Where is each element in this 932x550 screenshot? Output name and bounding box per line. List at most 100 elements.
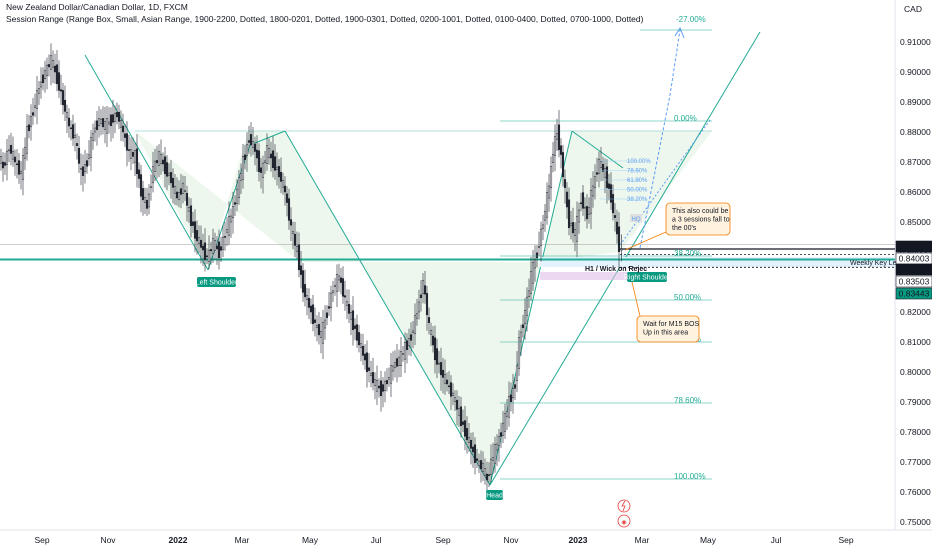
- head-label: Head: [486, 493, 503, 500]
- candle-body: [277, 166, 281, 178]
- candle-body: [533, 259, 537, 269]
- candle-body: [551, 154, 555, 163]
- price-tick: 0.87000: [900, 157, 931, 167]
- candle-body: [165, 162, 169, 177]
- candle-body: [303, 284, 307, 298]
- candle-body: [27, 124, 31, 132]
- candle-body: [601, 163, 605, 172]
- candle-body: [397, 356, 401, 366]
- price-tick: 0.78000: [900, 427, 931, 437]
- candle-body: [265, 145, 269, 164]
- candle-body: [177, 192, 181, 201]
- time-axis[interactable]: Sep Nov 2022 Mar May Jul Sep Nov 2023 Mar May Jul Se…: [34, 535, 853, 545]
- candle-body: [615, 221, 619, 235]
- candle-body: [369, 372, 373, 376]
- note-m15-bos-line: Wait for M15 BOS: [643, 321, 699, 328]
- candle-body: [587, 207, 591, 215]
- candle-body: [399, 351, 403, 366]
- candle-body: [599, 161, 603, 168]
- candle-body: [129, 149, 133, 159]
- candle-body: [55, 64, 59, 85]
- candle-body: [543, 211, 547, 221]
- pattern-leg: [249, 130, 286, 146]
- candle-body: [581, 192, 585, 209]
- price-tick: 0.86000: [900, 187, 931, 197]
- price-tick: 0.90000: [900, 67, 931, 77]
- candle-body: [487, 474, 491, 476]
- mini-fib-label: 78.60%: [627, 169, 648, 175]
- candle-body: [349, 311, 353, 320]
- candle-body: [137, 169, 141, 179]
- candle-body: [105, 117, 109, 134]
- candle-body: [293, 233, 297, 246]
- candle-body: [411, 330, 415, 333]
- note-pointer: [631, 281, 641, 317]
- candle-body: [175, 191, 179, 199]
- candle-body: [523, 310, 527, 325]
- candle-body: [57, 72, 61, 91]
- candle-body: [567, 199, 571, 229]
- candle-body: [281, 179, 285, 188]
- candle-body: [115, 112, 119, 118]
- candle-body: [33, 105, 37, 108]
- candle-body: [391, 365, 395, 372]
- candle-body: [117, 111, 121, 122]
- candle-body: [297, 244, 301, 271]
- mini-fib-label: 61.80%: [627, 178, 648, 184]
- candle-body: [125, 133, 129, 151]
- price-tick: 0.82000: [900, 307, 931, 317]
- candle-body: [329, 292, 333, 308]
- candle-body: [335, 273, 339, 292]
- price-label: 0.83443: [899, 289, 930, 299]
- candle-body: [535, 252, 539, 259]
- candle-body: [41, 74, 45, 84]
- fib-retracement: 0.00% 38.20% 50.00% 61.80% 78.60% 100.00% -27.…: [500, 15, 712, 481]
- candle-body: [383, 380, 387, 391]
- candle-body: [199, 239, 203, 248]
- candle-body: [515, 365, 519, 381]
- candle-body: [85, 160, 89, 167]
- candle-body: [387, 377, 391, 380]
- candle-body: [563, 179, 567, 188]
- candle-body: [39, 81, 43, 88]
- candle-body: [379, 380, 383, 397]
- candle-body: [445, 379, 449, 385]
- mini-fib-label: 100.00%: [627, 159, 651, 165]
- candle-body: [75, 143, 79, 146]
- candle-body: [351, 310, 355, 331]
- candle-body: [347, 303, 351, 314]
- candle-body: [263, 160, 267, 163]
- projection-line: [619, 119, 711, 246]
- candle-body: [135, 148, 139, 175]
- candle-body: [111, 114, 115, 123]
- candle-body: [541, 224, 545, 229]
- candle-body: [393, 362, 397, 369]
- note-m15-bos-box: [636, 315, 700, 343]
- price-label-bg: [895, 287, 932, 300]
- candle-body: [195, 230, 199, 242]
- candle-body: [549, 166, 553, 189]
- lightning-glyph: [621, 500, 626, 512]
- candle-body: [553, 136, 557, 156]
- candle-body: [483, 467, 487, 476]
- candle-body: [355, 324, 359, 341]
- pattern-layer: [0, 26, 895, 486]
- candle-body: [271, 150, 275, 169]
- candle-body: [441, 369, 445, 378]
- fib-label: 78.60%: [674, 396, 701, 405]
- time-tick: 2022: [169, 535, 188, 545]
- candle-body: [407, 338, 411, 347]
- candle-body: [225, 229, 229, 233]
- candle-body: [609, 184, 613, 203]
- candle-body: [83, 164, 87, 173]
- candle-body: [247, 140, 251, 143]
- candle-body: [415, 313, 419, 319]
- candle-body: [229, 215, 233, 223]
- candle-body: [413, 315, 417, 334]
- candle-body: [605, 166, 609, 189]
- candle-body: [203, 242, 207, 261]
- candle-body: [569, 222, 573, 226]
- candle-body: [527, 290, 531, 297]
